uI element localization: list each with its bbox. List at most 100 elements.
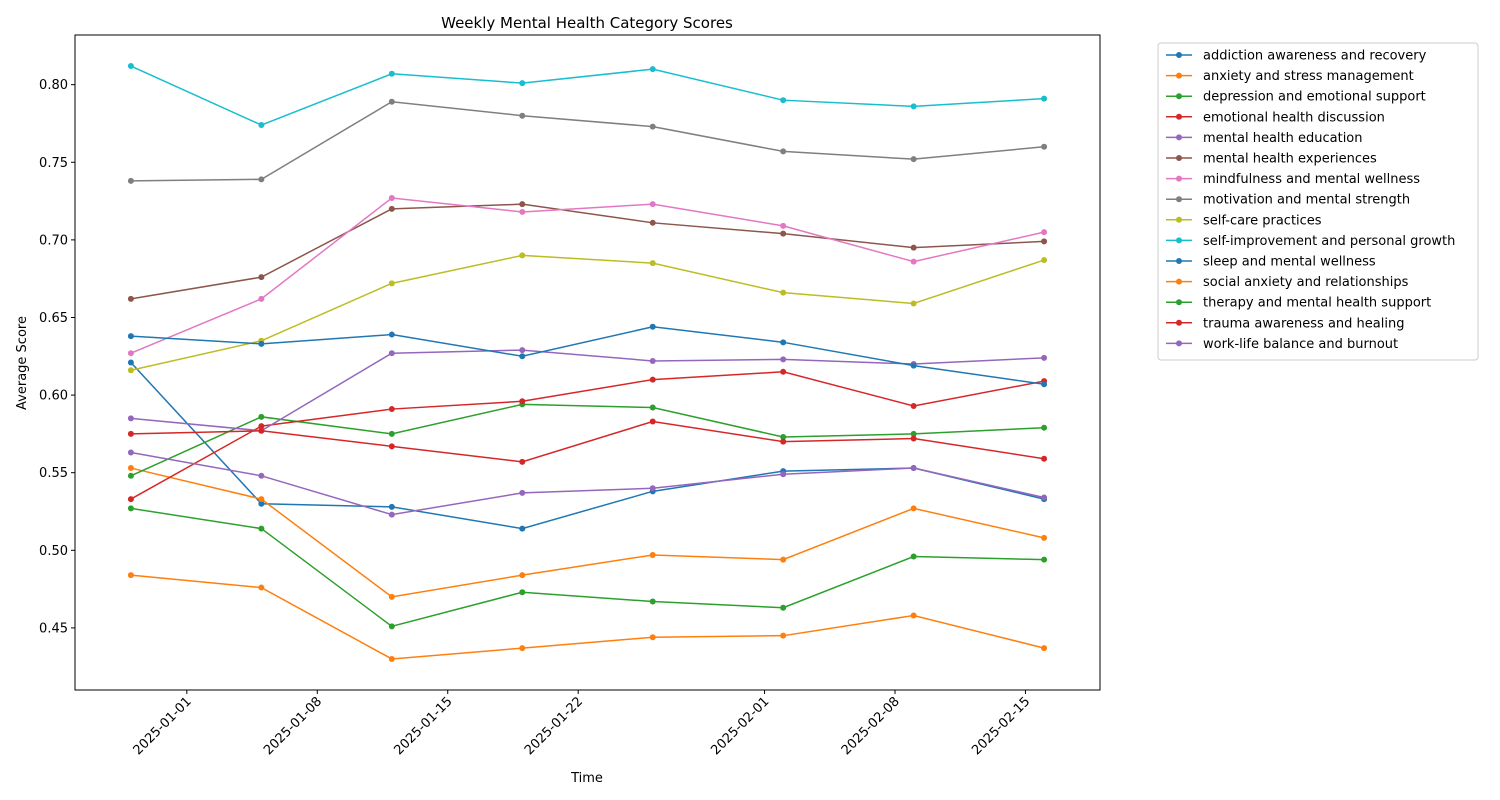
- data-point: [1041, 257, 1048, 264]
- data-point: [649, 376, 656, 383]
- legend-entry: trauma awareness and healing: [1166, 316, 1404, 331]
- data-point: [258, 472, 265, 479]
- legend-label: mental health education: [1203, 131, 1363, 146]
- data-point: [127, 350, 134, 357]
- data-point: [780, 289, 787, 296]
- data-point: [127, 449, 134, 456]
- data-point: [1041, 455, 1048, 462]
- legend-label: therapy and mental health support: [1203, 296, 1431, 311]
- data-point: [649, 219, 656, 226]
- legend-entry: mental health experiences: [1166, 152, 1377, 167]
- series-10: [127, 63, 1048, 129]
- x-tick-label: 2025-01-01: [131, 694, 195, 758]
- legend-marker: [1176, 134, 1182, 141]
- legend-entry: work-life balance and burnout: [1166, 337, 1398, 352]
- data-point: [780, 604, 787, 611]
- data-point: [649, 123, 656, 130]
- y-tick-label: 0.80: [39, 78, 68, 93]
- data-point: [519, 572, 526, 579]
- legend-label: motivation and mental strength: [1203, 193, 1410, 208]
- data-point: [127, 505, 134, 512]
- series-line: [130, 403, 1045, 477]
- data-point: [649, 418, 656, 425]
- data-point: [388, 430, 395, 437]
- legend-label: self-care practices: [1203, 213, 1322, 228]
- series-line: [130, 65, 1045, 126]
- data-point: [780, 632, 787, 639]
- data-point: [258, 496, 265, 503]
- legend-label: mental health experiences: [1203, 152, 1377, 167]
- data-point: [388, 623, 395, 630]
- data-point: [649, 404, 656, 411]
- series-line: [130, 507, 1045, 628]
- data-point: [519, 80, 526, 87]
- legend-entry: sleep and mental wellness: [1166, 255, 1376, 270]
- legend-marker: [1176, 196, 1182, 203]
- data-point: [519, 112, 526, 119]
- legend-marker: [1176, 340, 1182, 347]
- y-axis-label: Average Score: [15, 316, 30, 410]
- chart-title: Weekly Mental Health Category Scores: [441, 14, 733, 32]
- legend-label: addiction awareness and recovery: [1203, 49, 1427, 64]
- legend-label: emotional health discussion: [1203, 110, 1385, 125]
- legend-marker: [1176, 52, 1182, 58]
- data-point: [258, 176, 265, 183]
- series-11: [127, 323, 1048, 388]
- legend-marker: [1176, 319, 1182, 326]
- legend-entry: social anxiety and relationships: [1166, 275, 1409, 290]
- legend-entry: self-care practices: [1166, 213, 1322, 228]
- legend-label: depression and emotional support: [1203, 90, 1426, 105]
- data-point: [127, 496, 134, 503]
- data-point: [910, 553, 917, 560]
- data-point: [519, 201, 526, 208]
- series-line: [130, 574, 1045, 660]
- data-point: [519, 525, 526, 532]
- data-point: [388, 406, 395, 413]
- data-point: [519, 347, 526, 354]
- x-tick-label: 2025-01-15: [392, 694, 456, 758]
- legend-marker: [1176, 216, 1182, 223]
- series-line: [130, 349, 1045, 432]
- data-point: [519, 252, 526, 259]
- data-point: [1041, 494, 1048, 501]
- legend-label: sleep and mental wellness: [1203, 255, 1376, 270]
- data-point: [258, 427, 265, 434]
- data-point: [780, 438, 787, 445]
- data-point: [258, 340, 265, 347]
- data-point: [1041, 354, 1048, 361]
- data-point: [519, 208, 526, 215]
- data-point: [519, 589, 526, 596]
- data-point: [388, 280, 395, 287]
- data-point: [127, 359, 134, 366]
- series-14: [127, 418, 1048, 465]
- data-point: [1041, 238, 1048, 245]
- data-point: [649, 260, 656, 267]
- data-point: [127, 415, 134, 422]
- series-line: [130, 451, 1045, 516]
- data-point: [127, 572, 134, 579]
- data-point: [1041, 556, 1048, 563]
- legend-label: mindfulness and mental wellness: [1203, 172, 1420, 187]
- data-point: [519, 353, 526, 360]
- legend-marker: [1176, 175, 1182, 182]
- series-line: [130, 203, 1045, 300]
- data-point: [780, 556, 787, 563]
- legend-entry: addiction awareness and recovery: [1166, 49, 1427, 64]
- data-point: [388, 443, 395, 450]
- data-point: [519, 458, 526, 465]
- data-point: [258, 295, 265, 302]
- data-point: [910, 244, 917, 251]
- legend-entry: motivation and mental strength: [1166, 193, 1410, 208]
- data-point: [127, 472, 134, 479]
- legend-frame: [1157, 42, 1479, 361]
- data-point: [910, 402, 917, 409]
- legend-entry: depression and emotional support: [1166, 90, 1426, 105]
- data-point: [388, 593, 395, 600]
- legend-marker: [1176, 113, 1182, 120]
- data-point: [388, 70, 395, 77]
- data-point: [1041, 381, 1048, 388]
- legend-marker: [1176, 299, 1182, 306]
- series-3: [127, 401, 1048, 479]
- data-point: [649, 634, 656, 641]
